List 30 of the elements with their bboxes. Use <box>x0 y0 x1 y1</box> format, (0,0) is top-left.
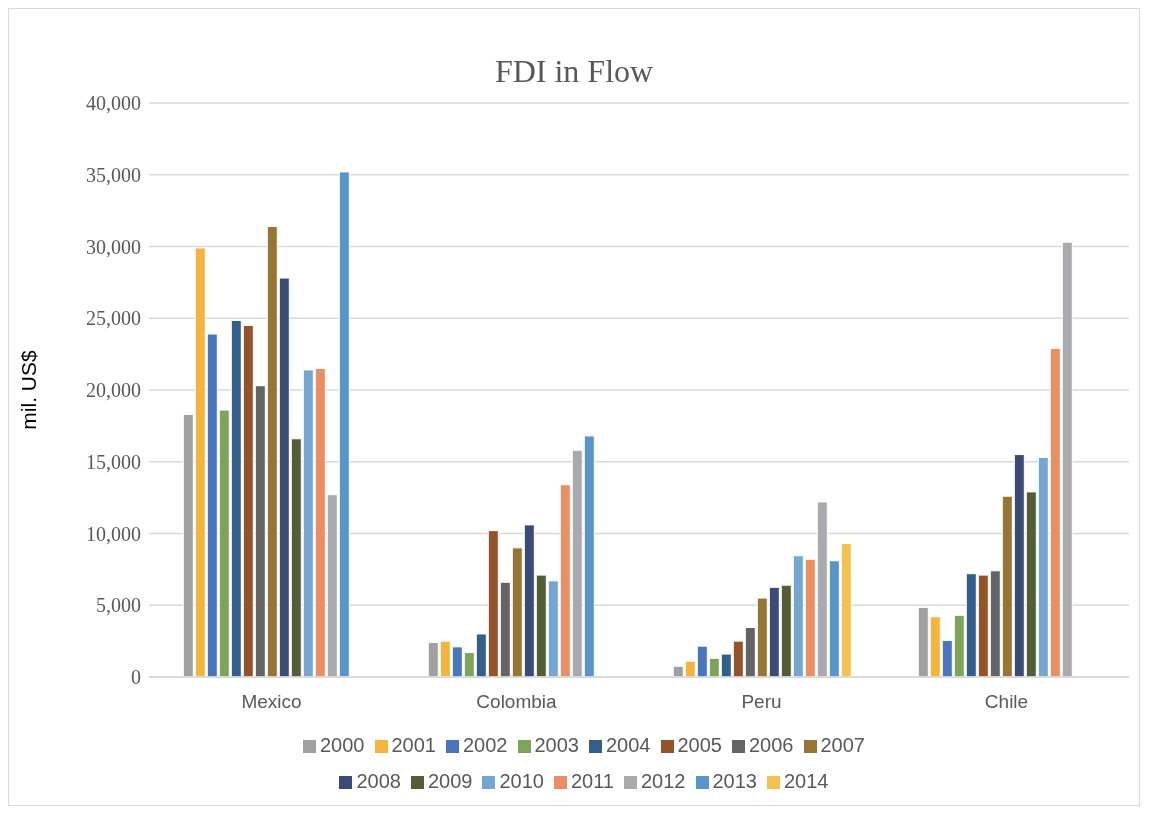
y-tick-label: 10,000 <box>86 522 141 545</box>
y-tick-label: 0 <box>131 666 141 689</box>
legend-label: 2012 <box>641 770 686 792</box>
chart-title: FDI in Flow <box>493 53 655 91</box>
x-tick-label: Peru <box>741 691 782 713</box>
x-tick-label: Chile <box>984 691 1029 713</box>
legend-label: 2002 <box>463 734 508 756</box>
legend-label: 2009 <box>427 770 473 792</box>
y-tick-label: 20,000 <box>86 379 141 402</box>
x-tick-label: Mexico <box>241 691 302 713</box>
y-axis-title: mil. US$ <box>17 350 41 430</box>
y-tick-label: 5,000 <box>96 594 141 617</box>
legend-label: 2008 <box>356 770 401 792</box>
legend-label: 2006 <box>749 734 794 756</box>
y-tick-label: 25,000 <box>86 307 141 330</box>
legend-label: 2007 <box>820 734 865 756</box>
y-tick-label: 35,000 <box>86 163 141 186</box>
legend-label: 2013 <box>712 770 757 792</box>
legend-label: 2001 <box>391 734 436 756</box>
x-tick-label: Colombia <box>476 691 558 713</box>
legend-label: 2011 <box>570 770 614 792</box>
legend-label: 2004 <box>606 734 651 756</box>
legend-label: 2010 <box>499 770 544 792</box>
y-tick-label: 15,000 <box>86 450 141 473</box>
y-tick-label: 40,000 <box>86 92 141 115</box>
legend-label: 2000 <box>320 734 365 756</box>
y-tick-label: 30,000 <box>86 235 141 258</box>
legend-label: 2003 <box>534 734 579 756</box>
legend-label: 2014 <box>784 770 829 792</box>
legend-label: 2005 <box>677 734 722 756</box>
